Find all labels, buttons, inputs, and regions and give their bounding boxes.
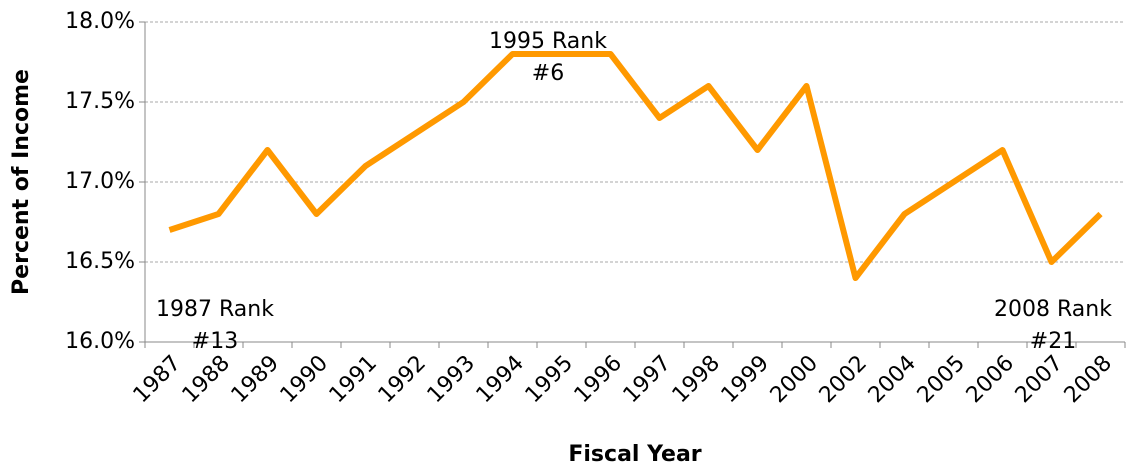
x-tick-label: 2002 (815, 351, 872, 408)
x-tick-label: 2005 (913, 351, 970, 408)
y-axis-label: Percent of Income (9, 69, 34, 295)
annotation: 1995 Rank (489, 29, 607, 54)
annotation: #6 (532, 61, 564, 86)
x-tick-label: 2008 (1060, 351, 1117, 408)
x-tick-label: 2000 (766, 351, 823, 408)
x-tick-label: 1989 (227, 351, 284, 408)
x-tick-label: 1998 (668, 351, 725, 408)
x-tick-label: 1988 (178, 351, 235, 408)
x-tick-label: 1999 (717, 351, 774, 408)
x-tick-label: 1997 (619, 351, 676, 408)
x-tick-label: 1991 (325, 351, 382, 408)
annotation: #21 (1030, 329, 1076, 354)
y-tick-label: 18.0% (65, 9, 135, 34)
x-tick-label: 1994 (472, 351, 529, 408)
y-tick-label: 16.0% (65, 329, 135, 354)
x-tick-label: 1993 (423, 351, 480, 408)
x-tick-label: 1990 (276, 351, 333, 408)
y-tick-label: 17.0% (65, 169, 135, 194)
annotation: 2008 Rank (994, 297, 1112, 322)
x-tick-label: 1992 (374, 351, 431, 408)
annotation: #13 (192, 329, 238, 354)
x-tick-label: 1995 (521, 351, 578, 408)
x-tick-label: 2007 (1011, 351, 1068, 408)
x-axis-label: Fiscal Year (568, 442, 701, 467)
line-series (168, 51, 1103, 281)
y-tick-label: 16.5% (65, 249, 135, 274)
x-tick-label: 1996 (570, 351, 627, 408)
x-tick-label: 2006 (962, 351, 1019, 408)
x-tick-label: 2004 (864, 351, 921, 408)
annotation: 1987 Rank (156, 297, 274, 322)
x-tick-label: 1987 (129, 351, 186, 408)
y-tick-label: 17.5% (65, 89, 135, 114)
